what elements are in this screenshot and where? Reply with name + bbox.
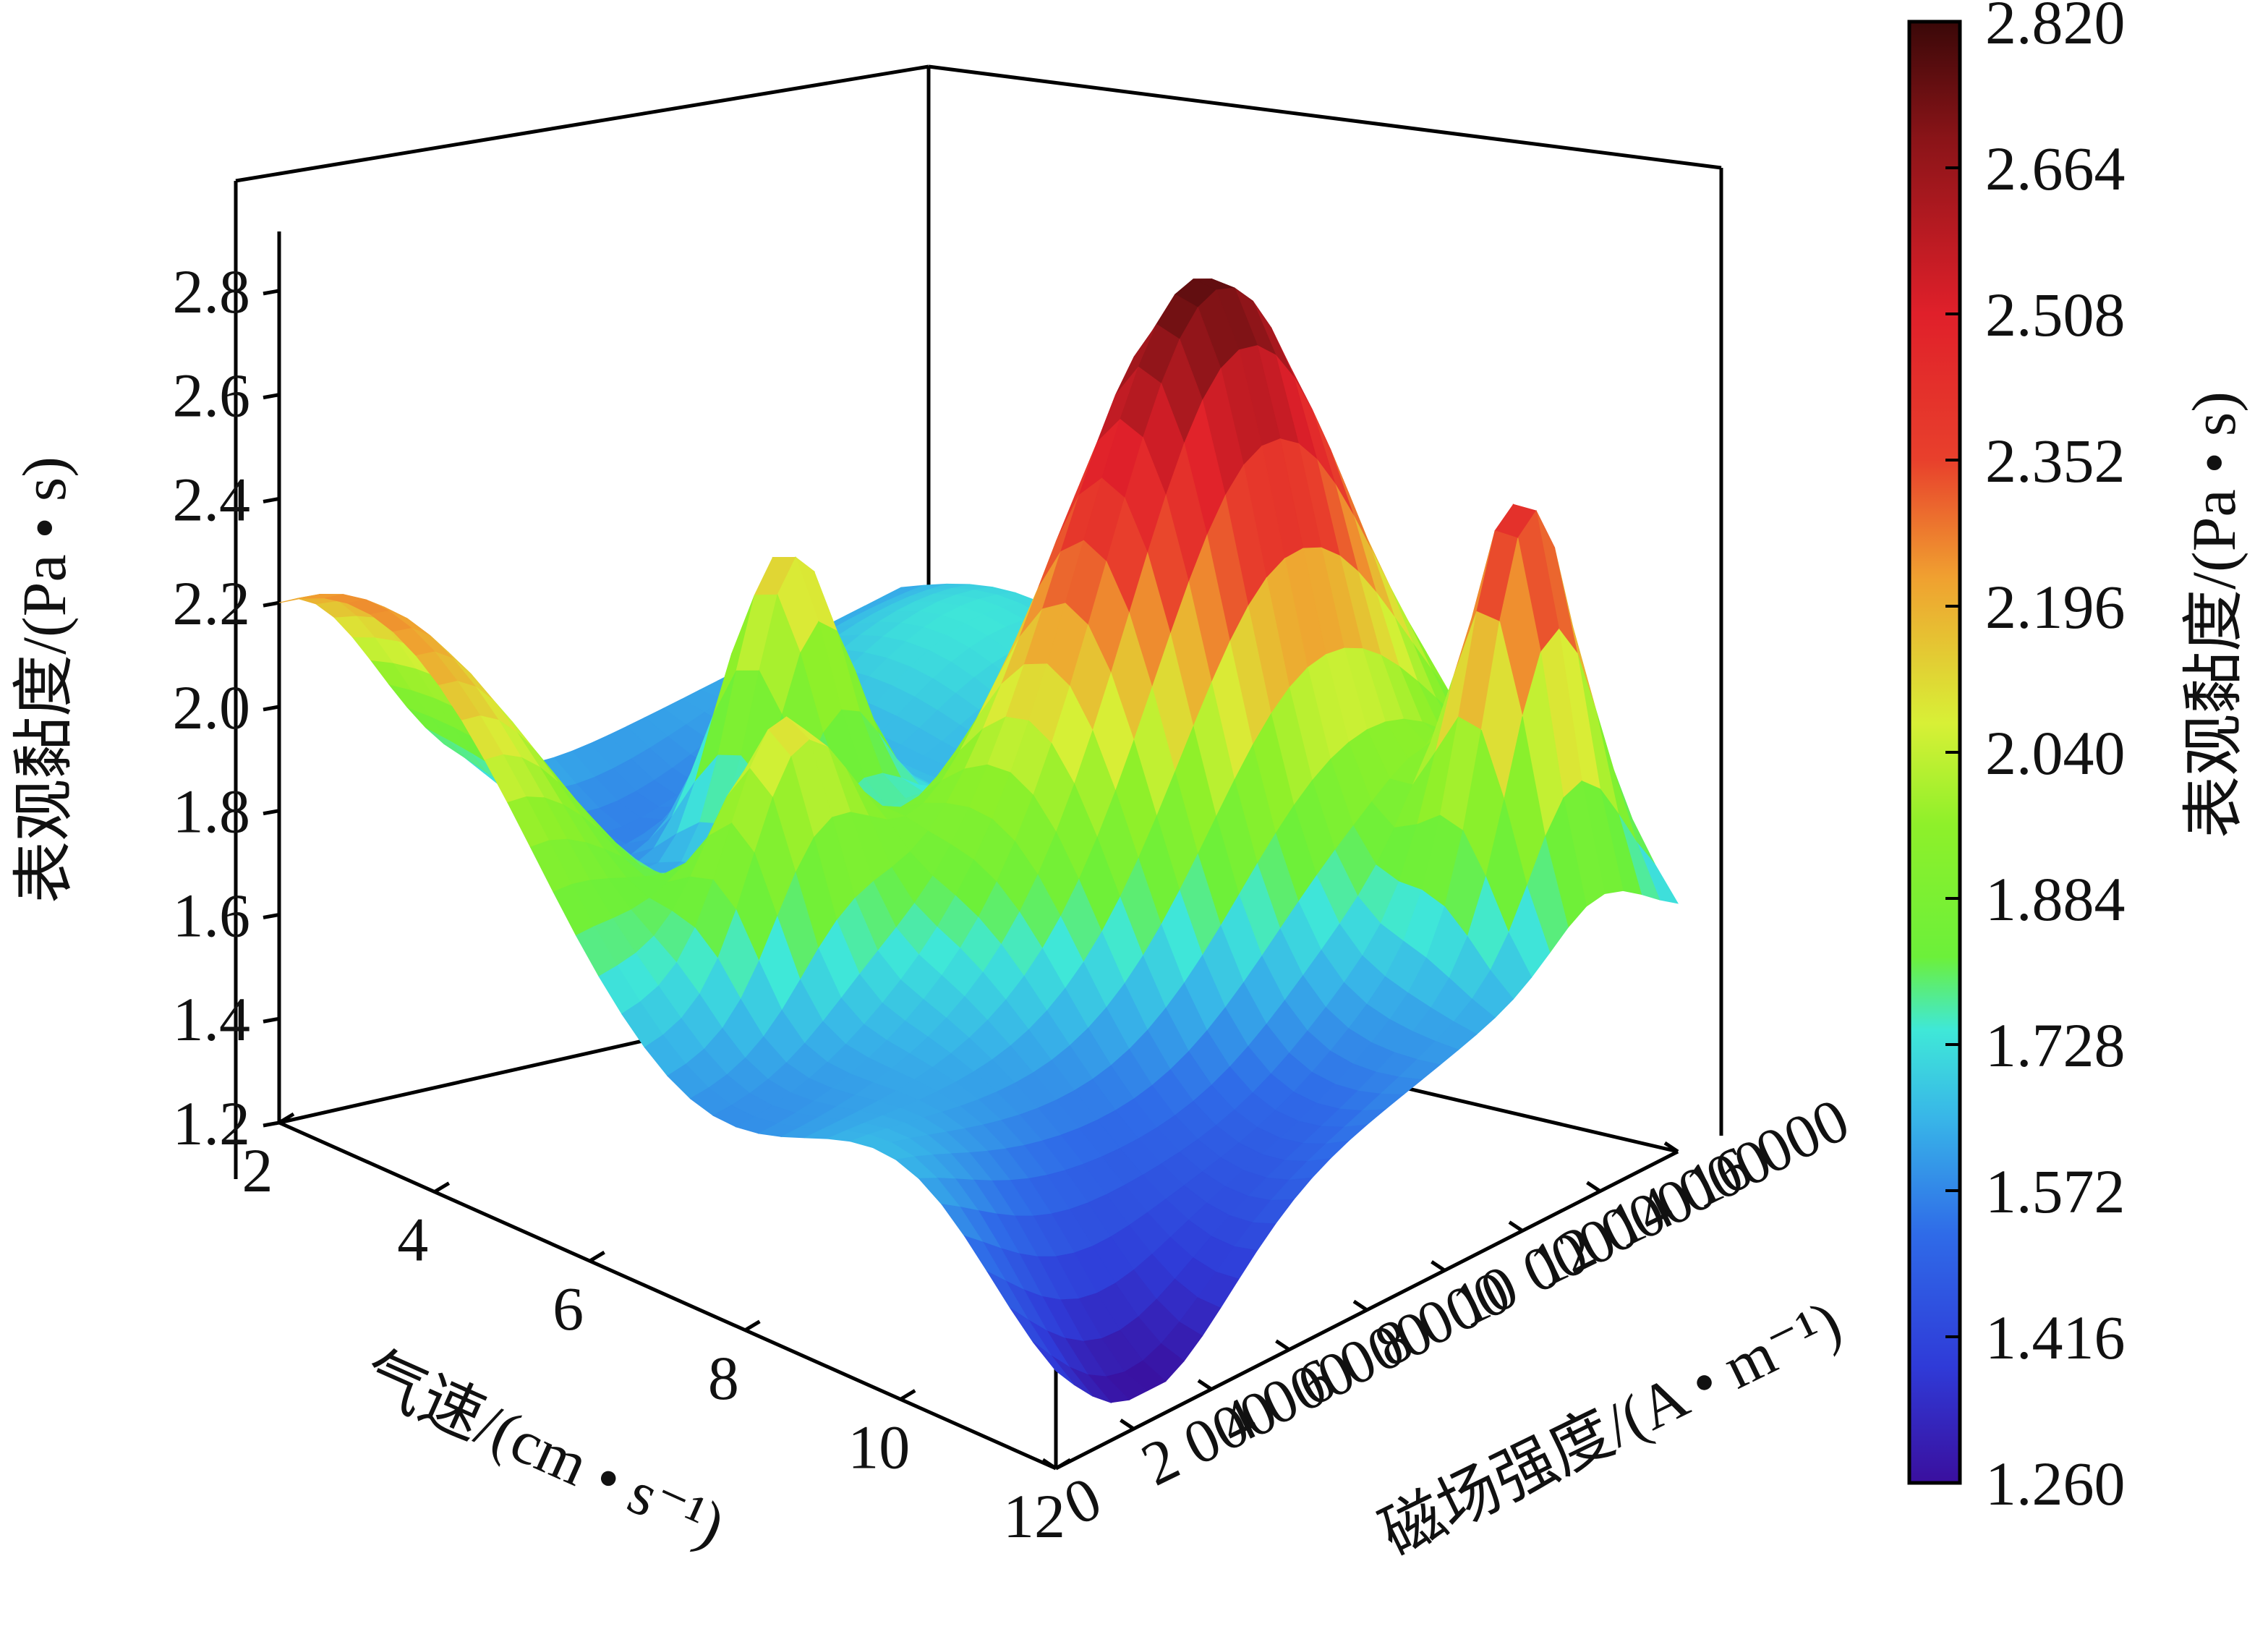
colorbar-tick-label: 1.260	[1985, 1449, 2126, 1518]
z-tick-label: 1.6	[173, 880, 251, 950]
x-tick-label: 2	[242, 1136, 273, 1205]
x-tick	[899, 1389, 916, 1401]
y-tick	[1197, 1379, 1213, 1391]
colorbar-tick-label: 2.352	[1985, 426, 2126, 496]
z-tick	[263, 705, 280, 712]
z-tick	[263, 1120, 280, 1128]
surface-plot	[278, 278, 1679, 1403]
x-tick	[744, 1319, 761, 1332]
z-tick	[263, 393, 280, 400]
colorbar-tick-label: 1.572	[1985, 1157, 2126, 1226]
x-tick-label: 12	[1003, 1481, 1065, 1551]
colorbar-tick-label: 1.884	[1985, 864, 2126, 934]
colorbar-tick-label: 2.820	[1985, 0, 2126, 57]
colorbar-ticks: 2.820 2.664 2.508 2.352 2.196 2.040 1.884 1.728…	[1945, 0, 2126, 1518]
z-tick-label: 2.6	[173, 361, 251, 430]
x-tick	[278, 1112, 295, 1125]
x-tick-label: 8	[708, 1343, 739, 1413]
colorbar-tick-label: 2.508	[1985, 280, 2126, 349]
x-tick-label: 6	[553, 1274, 584, 1343]
colorbar-tick-label: 1.416	[1985, 1303, 2126, 1372]
z-tick-label: 1.8	[173, 777, 251, 846]
z-tick-label: 2.4	[173, 464, 251, 534]
x-axis-title: 气速/(cm • s⁻¹)	[352, 1339, 735, 1560]
x-axis-line	[278, 1120, 1057, 1471]
z-tick-label: 1.4	[173, 985, 251, 1054]
colorbar-tick-label: 2.664	[1985, 134, 2126, 203]
y-tick-label: 16 000	[1675, 1084, 1859, 1222]
z-tick-label: 1.2	[173, 1089, 251, 1158]
top-left-edge	[235, 64, 929, 183]
colorbar-tick-label: 2.196	[1985, 572, 2126, 642]
y-tick	[1120, 1419, 1135, 1431]
axis-ticks	[263, 289, 1679, 1471]
z-axis-title: 表观黏度/(Pa • s)	[9, 456, 79, 903]
z-tick	[263, 809, 280, 816]
x-tick-labels: 2 4 6 8 10 12	[242, 1136, 1066, 1551]
top-right-edge	[928, 64, 1722, 170]
z-tick	[263, 289, 280, 296]
colorbar-tick-label: 2.040	[1985, 718, 2126, 788]
y-tick	[1586, 1181, 1601, 1193]
z-tick-label: 2.2	[173, 569, 251, 638]
x-tick	[433, 1181, 451, 1194]
y-tick	[1041, 1458, 1057, 1471]
y-tick	[1275, 1339, 1290, 1351]
x-tick-label: 10	[848, 1412, 910, 1481]
x-tick	[589, 1251, 605, 1263]
z-tick-labels: 1.2 1.4 1.6 1.8 2.0 2.2 2.4 2.6 2.8	[173, 257, 251, 1158]
z-tick-label: 2.0	[173, 673, 251, 742]
colorbar: 2.820 2.664 2.508 2.352 2.196 2.040 1.884 1.728…	[1907, 0, 2248, 1518]
colorbar-tick-label: 1.728	[1985, 1011, 2126, 1080]
z-tick	[263, 1016, 280, 1024]
y-tick	[1352, 1299, 1368, 1312]
z-tick	[263, 600, 280, 608]
x-tick-label: 4	[397, 1205, 428, 1275]
y-tick	[1431, 1260, 1446, 1272]
y-tick	[1508, 1220, 1524, 1233]
z-tick-label: 2.8	[173, 257, 251, 326]
z-tick	[263, 913, 280, 919]
surface-patch	[1033, 1341, 1075, 1385]
z-tick	[263, 496, 280, 503]
x-tick	[1054, 1458, 1072, 1471]
colorbar-title: 表观黏度/(Pa • s)	[2179, 391, 2248, 838]
y-tick	[1663, 1141, 1679, 1154]
